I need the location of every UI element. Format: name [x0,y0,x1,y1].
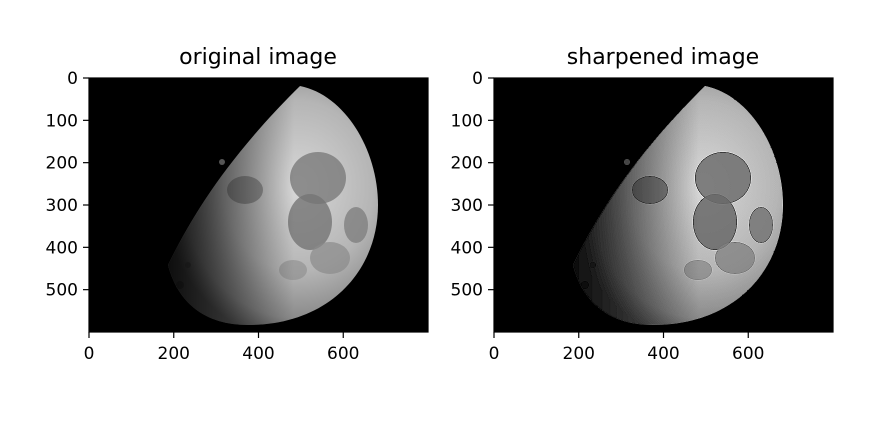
x-tick-label: 0 [84,344,95,364]
y-tick-label: 500 [451,281,483,301]
y-tick-label: 100 [46,111,78,131]
moon-image [89,78,428,332]
y-tick-label: 400 [451,238,483,258]
y-tick-label: 0 [67,69,78,89]
moon-disc [573,86,783,325]
x-tick-label: 400 [647,344,679,364]
axes-original: original image 0 200 400 600 0 100 200 300 400 5… [46,45,429,364]
y-axis: 0 100 200 300 400 500 [46,69,89,301]
x-tick-label: 600 [327,344,359,364]
y-tick-label: 200 [46,154,78,174]
moon-image [494,78,833,332]
y-tick-label: 500 [46,281,78,301]
y-tick-label: 200 [451,154,483,174]
x-tick-label: 0 [489,344,500,364]
y-tick-label: 400 [46,238,78,258]
x-tick-label: 200 [158,344,190,364]
y-tick-label: 100 [451,111,483,131]
y-tick-label: 0 [472,69,483,89]
axes-sharpened: sharpened image 0 200 400 600 0 100 200 300 400… [451,45,834,364]
chart-title: original image [179,45,337,70]
y-tick-label: 300 [451,196,483,216]
x-tick-label: 400 [242,344,274,364]
y-tick-label: 300 [46,196,78,216]
x-axis: 0 200 400 600 [84,332,359,364]
chart-title: sharpened image [567,45,759,70]
x-axis: 0 200 400 600 [489,332,764,364]
y-axis: 0 100 200 300 400 500 [451,69,494,301]
moon-disc [168,86,378,325]
x-tick-label: 600 [732,344,764,364]
x-tick-label: 200 [563,344,595,364]
